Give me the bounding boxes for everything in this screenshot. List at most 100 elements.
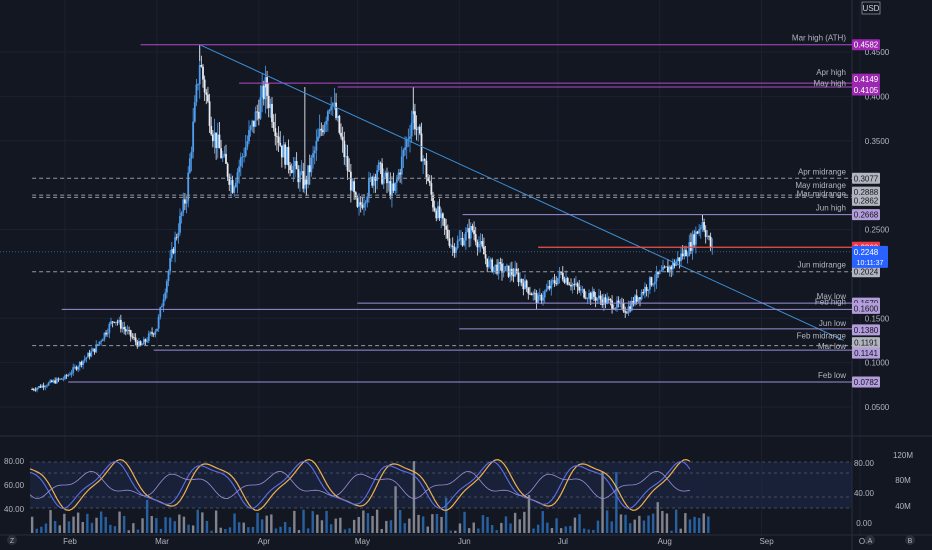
volume-bar [320, 520, 324, 533]
candle-body [570, 284, 572, 287]
candle-body [292, 166, 295, 174]
candle-body [471, 225, 474, 231]
volume-bar [113, 526, 117, 533]
candle-body [614, 307, 617, 310]
footer-badge-label: A [868, 538, 873, 545]
candle-body [469, 225, 472, 239]
candle-body [136, 341, 139, 347]
candle-body [576, 283, 579, 287]
volume-bar [518, 519, 521, 533]
candle-body [499, 262, 502, 264]
candle-body [443, 218, 446, 227]
candle-body [174, 237, 176, 254]
volume-bar [559, 528, 563, 533]
candle-body [489, 259, 492, 262]
price-tag [852, 186, 880, 198]
price-tag [852, 84, 880, 96]
footer-badge [905, 535, 915, 545]
price-tag-value: 0.1141 [854, 349, 878, 358]
candle-body [607, 298, 610, 300]
candle-body [161, 306, 163, 308]
candle-body [427, 177, 429, 181]
candle-body [246, 141, 249, 147]
candle-body [423, 159, 426, 161]
volume-bar [53, 521, 57, 533]
volume-bar [707, 516, 710, 533]
candle-body [397, 172, 400, 180]
candle-body [676, 257, 679, 262]
candle-body [678, 257, 681, 262]
candle-body [358, 202, 360, 207]
volume-bar [168, 517, 172, 533]
volume-bar [283, 522, 287, 533]
price-tag-value: 0.4149 [854, 75, 879, 84]
volume-bar [449, 530, 452, 533]
volume-bar [481, 515, 485, 533]
volume-bar [688, 519, 692, 533]
candle-body [88, 352, 91, 357]
candle-body [653, 281, 656, 285]
candle-body [487, 261, 490, 268]
volume-bar [472, 522, 475, 533]
volume-bar [426, 526, 429, 533]
candle-body [190, 151, 193, 159]
price-tag-value: 0.4582 [854, 41, 879, 50]
volume-bar [136, 529, 140, 533]
volume-bar [647, 515, 650, 533]
candle-body [652, 284, 655, 286]
candle-body [629, 306, 632, 311]
candle-body [64, 375, 66, 379]
candle-body [325, 120, 328, 125]
volume-bar [444, 497, 448, 533]
candle-body [709, 236, 712, 248]
candle-body [129, 330, 132, 337]
candle-body [345, 156, 347, 158]
candle-body [532, 292, 535, 296]
volume-tick: 120M [893, 451, 913, 460]
volume-bar [224, 529, 227, 533]
volume-bar [104, 516, 107, 533]
candle-body [547, 285, 549, 290]
candle-body [320, 128, 323, 131]
candle-body [299, 172, 301, 183]
candle-body [412, 111, 415, 124]
candle-body [622, 303, 625, 312]
candle-body [34, 389, 37, 391]
candle-body [701, 221, 704, 228]
candle-body [141, 344, 144, 346]
volume-bar [343, 529, 347, 533]
candle-body [98, 341, 101, 345]
candle-body [377, 162, 380, 171]
candle-body [448, 238, 451, 246]
candle-body [310, 157, 313, 173]
volume-bar [610, 521, 613, 533]
candle-body [72, 367, 75, 373]
candle-body [78, 362, 81, 367]
candle-body [386, 172, 388, 184]
candle-body [708, 236, 710, 237]
candle-body [331, 103, 334, 107]
countdown-label: 10:11:37 [857, 260, 884, 267]
volume-bar [504, 516, 508, 533]
volume-bar [665, 513, 669, 533]
level-label: Apr midrange [798, 167, 847, 176]
candle-body [578, 286, 581, 291]
level-label: Feb midrange [797, 332, 847, 341]
candle-body [121, 327, 124, 329]
candle-body [476, 242, 479, 248]
candle-body [371, 177, 374, 186]
candle-body [515, 268, 518, 273]
candle-body [568, 284, 571, 286]
candle-body [336, 115, 339, 118]
candle-body [271, 103, 273, 123]
candle-body [525, 280, 528, 288]
candle-body [146, 340, 149, 342]
candle-body [519, 278, 521, 282]
candle-body [251, 120, 254, 127]
candle-body [77, 366, 80, 370]
candle-body [269, 103, 272, 109]
volume-bar [651, 513, 655, 533]
candle-body [80, 362, 83, 366]
candle-body [170, 249, 173, 259]
